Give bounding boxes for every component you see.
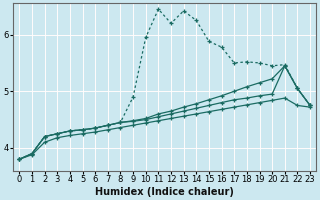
X-axis label: Humidex (Indice chaleur): Humidex (Indice chaleur): [95, 187, 234, 197]
